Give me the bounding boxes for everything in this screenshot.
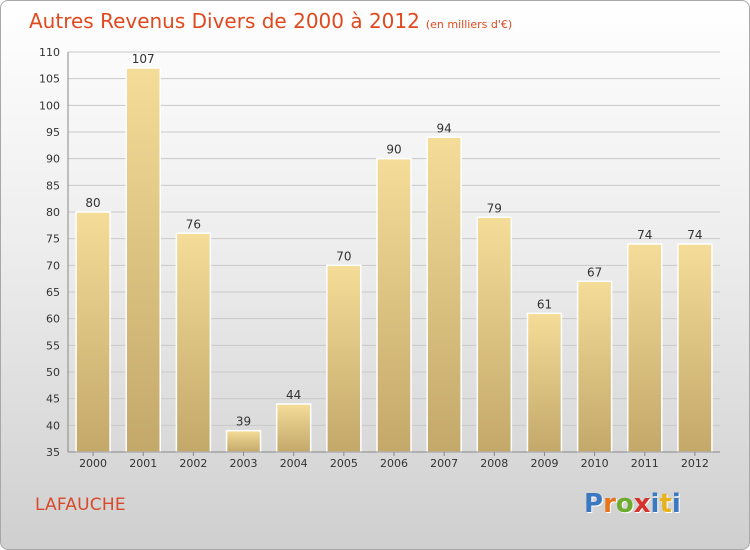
y-tick-label: 110 (39, 46, 60, 59)
y-tick-label: 40 (46, 419, 60, 432)
data-label: 76 (186, 217, 201, 231)
axis-layer: 35 40 45 50 55 60 65 70 75 80 85 90 95 100 105 110 80 200… (39, 46, 720, 470)
x-tick-label: 2011 (631, 457, 659, 470)
y-tick-label: 80 (46, 206, 60, 219)
bar (326, 264, 362, 453)
y-tick-label: 90 (46, 153, 60, 166)
bar (75, 211, 111, 453)
data-label: 79 (487, 201, 502, 215)
y-tick-label: 95 (46, 126, 60, 139)
data-label: 61 (537, 297, 552, 311)
bar (426, 136, 462, 453)
x-tick-label: 2009 (530, 457, 558, 470)
y-tick-label: 55 (46, 339, 60, 352)
x-tick-label: 2007 (430, 457, 458, 470)
x-tick-label: 2010 (581, 457, 609, 470)
logo-letter: t (659, 489, 672, 519)
data-label: 74 (687, 228, 702, 242)
data-label: 107 (132, 52, 155, 66)
x-tick-label: 2001 (129, 457, 157, 470)
x-tick-label: 2008 (480, 457, 508, 470)
logo-letter: i (650, 489, 660, 519)
bar (125, 67, 161, 453)
y-tick-label: 85 (46, 179, 60, 192)
data-label: 70 (336, 249, 351, 263)
data-label: 94 (437, 121, 452, 135)
x-tick-label: 2000 (79, 457, 107, 470)
bar (526, 312, 563, 453)
location-label: LAFAUCHE (35, 495, 126, 515)
bar (275, 403, 312, 453)
x-tick-label: 2006 (380, 457, 408, 470)
bar-layer (75, 67, 713, 453)
logo-letter: r (603, 489, 616, 519)
bar (175, 232, 212, 453)
logo-letter: x (633, 489, 651, 519)
data-label: 74 (637, 228, 652, 242)
x-tick-label: 2003 (230, 457, 258, 470)
y-tick-label: 65 (46, 286, 60, 299)
x-tick-label: 2012 (681, 457, 709, 470)
x-tick-label: 2004 (280, 457, 308, 470)
bar (576, 280, 613, 453)
logo-letter: o (615, 489, 634, 519)
y-tick-label: 45 (46, 393, 60, 406)
bar (225, 429, 262, 453)
data-label: 80 (85, 196, 100, 210)
y-tick-label: 70 (46, 259, 60, 272)
bar (376, 157, 412, 453)
y-tick-label: 35 (46, 446, 60, 459)
proxiti-logo[interactable]: Proxiti (584, 489, 681, 519)
logo-letter: i (671, 489, 681, 519)
y-tick-label: 105 (39, 73, 60, 86)
data-label: 44 (286, 388, 301, 402)
data-label: 39 (236, 415, 251, 429)
y-tick-label: 100 (39, 99, 60, 112)
bar (476, 216, 513, 453)
y-tick-label: 60 (46, 313, 60, 326)
bar (677, 243, 713, 453)
chart-title: Autres Revenus Divers de 2000 à 2012 (29, 9, 420, 33)
x-tick-label: 2005 (330, 457, 358, 470)
data-label: 67 (587, 265, 602, 279)
x-tick-label: 2002 (179, 457, 207, 470)
y-tick-label: 50 (46, 366, 60, 379)
y-tick-label: 75 (46, 233, 60, 246)
data-label: 90 (386, 143, 401, 157)
chart-title-line: Autres Revenus Divers de 2000 à 2012 (en … (29, 9, 512, 33)
bar (627, 243, 663, 453)
logo-letter: P (584, 489, 604, 519)
chart-title-unit: (en milliers d'€) (425, 18, 513, 31)
